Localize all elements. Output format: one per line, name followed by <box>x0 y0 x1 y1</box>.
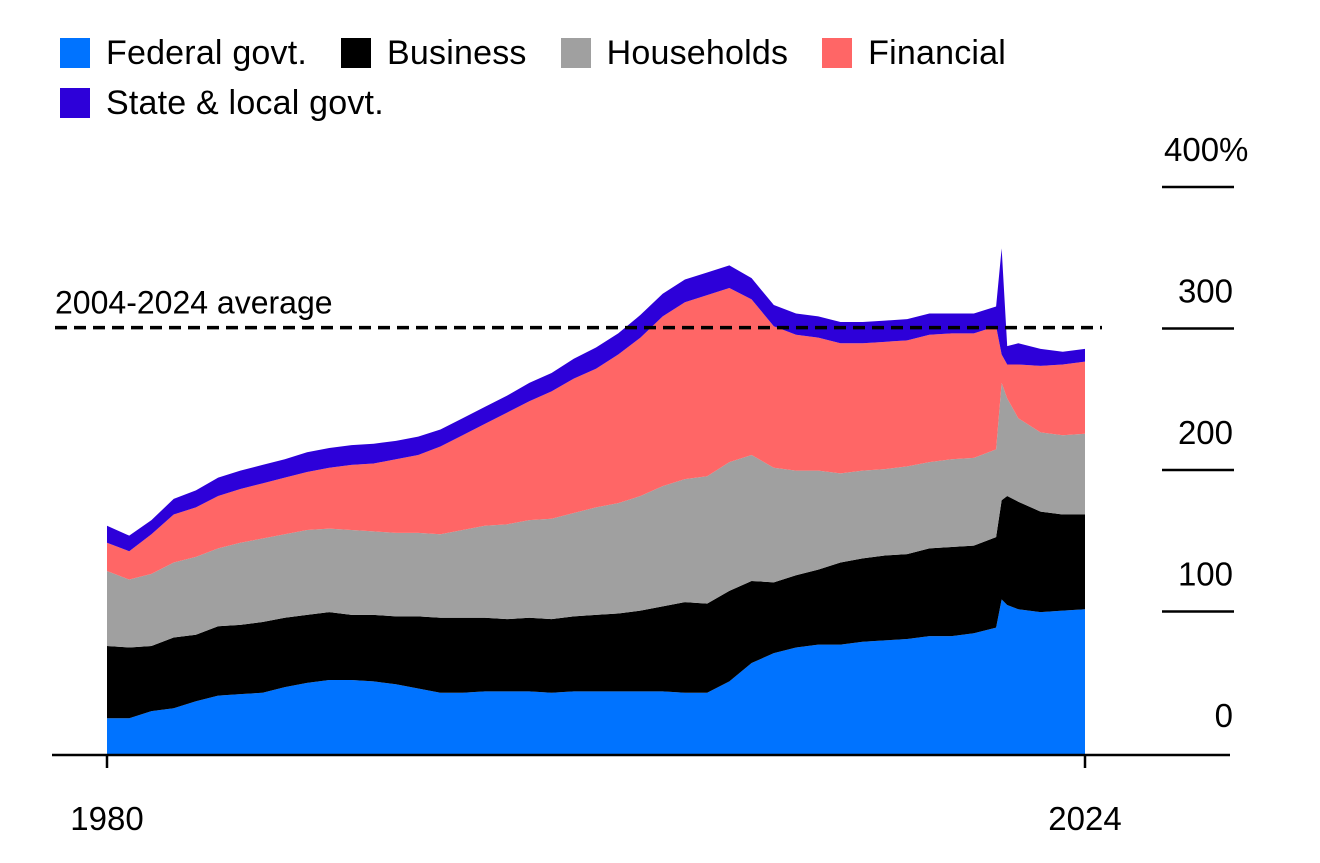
x-tick-label-2024: 2024 <box>1048 800 1121 837</box>
y-tick-label-100: 100 <box>1178 556 1233 593</box>
legend-swatch-financial <box>822 38 853 68</box>
area-layers <box>107 248 1085 755</box>
legend-item-state-local: State & local govt. <box>60 84 384 123</box>
legend-item-households: Households <box>560 33 789 73</box>
y-axis: 0 100 200 300 400% <box>1162 131 1248 734</box>
area-series-financial <box>107 288 1085 580</box>
legend-swatch-households <box>560 38 591 68</box>
x-axis: 1980 2024 <box>70 755 1122 837</box>
y-tick-label-400: 400% <box>1164 131 1248 168</box>
legend-label-federal: Federal govt. <box>106 33 308 72</box>
area-series-households <box>107 382 1085 648</box>
legend-row-1: Federal govt. Business Households Financ… <box>60 28 1210 78</box>
legend-label-financial: Financial <box>868 33 1007 72</box>
legend-swatch-federal <box>60 38 90 68</box>
legend-row-2: State & local govt. <box>60 78 1210 128</box>
area-series-state-local-govt <box>107 248 1085 552</box>
legend-label-state-local: State & local govt. <box>106 83 384 122</box>
x-tick-label-1980: 1980 <box>70 800 143 837</box>
legend-item-federal: Federal govt. <box>60 34 307 73</box>
area-series-business <box>107 496 1085 719</box>
average-annotation-label: 2004-2024 average <box>55 285 333 321</box>
legend-label-business: Business <box>387 33 527 72</box>
legend-item-financial: Financial <box>822 34 1006 73</box>
legend-swatch-business <box>341 38 372 68</box>
legend-label-households: Households <box>606 33 789 72</box>
area-series-federal-govt <box>107 599 1085 755</box>
y-tick-label-0: 0 <box>1215 697 1233 734</box>
y-tick-label-200: 200 <box>1178 414 1233 451</box>
legend-swatch-state-local <box>60 88 90 118</box>
legend-item-business: Business <box>341 34 527 73</box>
y-tick-label-300: 300 <box>1178 273 1233 310</box>
chart-legend: Federal govt. Business Households Financ… <box>60 28 1210 128</box>
